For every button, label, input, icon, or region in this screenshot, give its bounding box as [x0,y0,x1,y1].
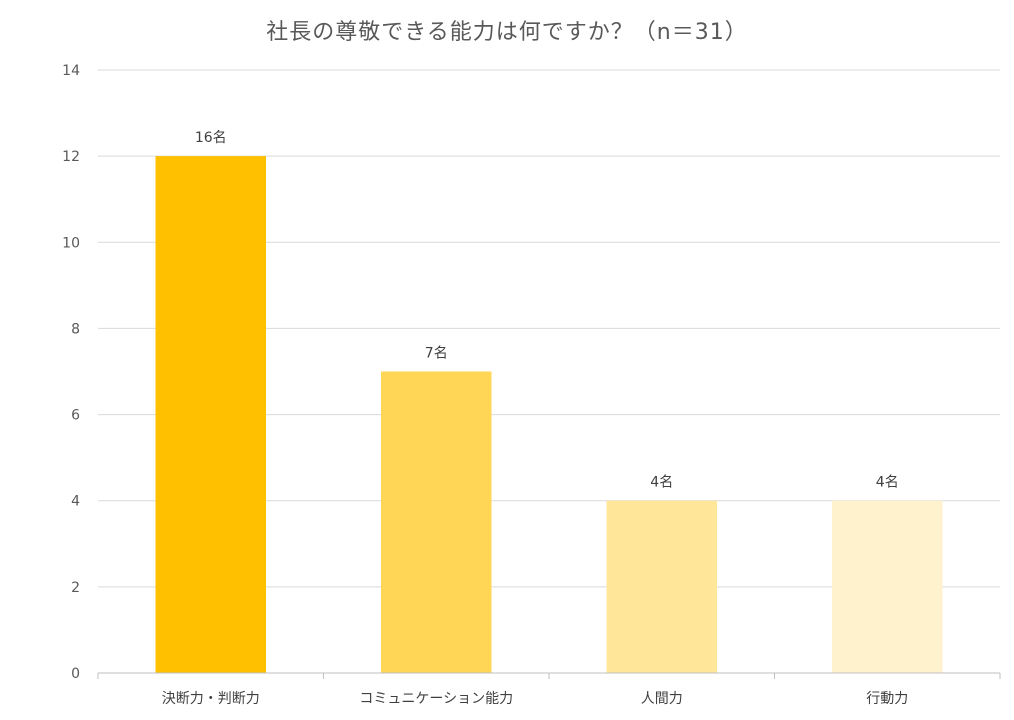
bar [606,500,717,673]
y-tick-label: 14 [62,63,80,79]
bar [155,156,266,674]
data-label: 4名 [650,475,673,491]
y-tick-label: 10 [62,235,80,251]
x-axis [97,672,1001,679]
x-tick-label: 人間力 [641,691,683,707]
bar [832,500,943,673]
x-tick-label: 決断力・判断力 [162,691,260,707]
x-tick-label: コミュニケーション能力 [359,691,513,707]
data-label: 4名 [876,475,899,491]
data-label: 7名 [425,346,448,362]
data-label: 16名 [195,130,227,146]
y-tick-label: 8 [71,321,80,337]
chart-title: 社長の尊敬できる能力は何ですか？（n＝31） [266,20,748,45]
y-tick-label: 6 [71,408,80,424]
y-tick-label: 0 [71,666,80,682]
bars [155,156,943,674]
y-tick-label: 2 [71,580,80,596]
bar [381,371,492,673]
x-tick-label: 行動力 [866,691,908,707]
y-tick-label: 12 [62,149,80,165]
y-tick-label: 4 [71,494,80,510]
